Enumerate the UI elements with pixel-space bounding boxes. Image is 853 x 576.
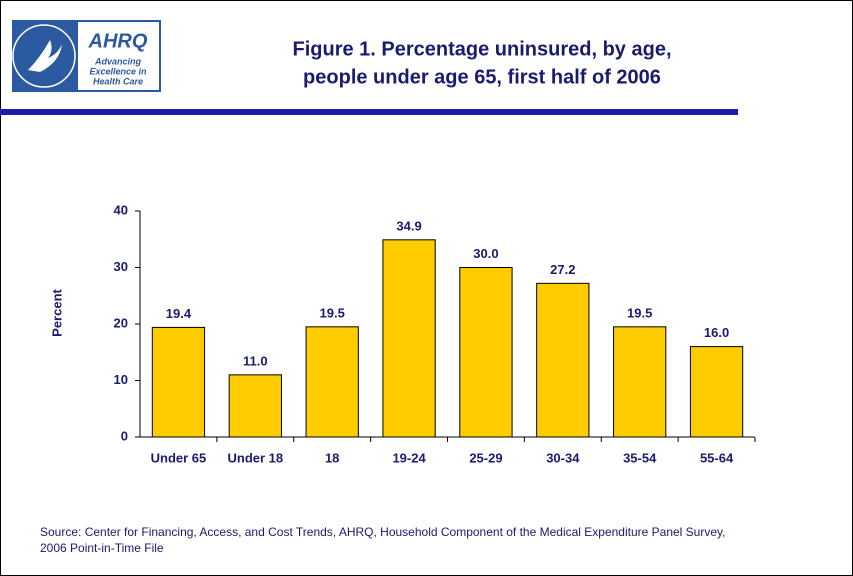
bar [228, 374, 282, 438]
x-tick-label: Under 65 [151, 450, 207, 465]
seal [12, 24, 76, 88]
x-tick-label: 19-24 [392, 450, 426, 465]
logo-tagline: Advancing [94, 56, 142, 66]
data-label: 19.4 [166, 306, 192, 321]
bar [151, 326, 206, 438]
data-label: 34.9 [396, 218, 421, 233]
chart-title: Figure 1. Percentage uninsured, by age, [293, 38, 672, 60]
bar [305, 326, 359, 438]
logo-tagline: Excellence in [89, 66, 147, 76]
bar [613, 326, 667, 438]
x-tick-label: 18 [325, 450, 339, 465]
data-label: 30.0 [473, 246, 498, 261]
source-note: Source: Center for Financing, Access, an… [40, 525, 725, 539]
x-tick-label: 55-64 [700, 450, 734, 465]
bar [459, 267, 513, 438]
data-label: 16.0 [704, 325, 729, 340]
y-tick-label: 0 [121, 428, 128, 443]
x-tick-label: 30-34 [546, 450, 580, 465]
header-rule [0, 109, 738, 115]
logo-name: AHRQ [88, 30, 148, 52]
y-tick-label: 40 [114, 202, 128, 217]
chart-title: people under age 65, first half of 2006 [303, 66, 661, 88]
logo-tagline: Health Care [93, 76, 143, 86]
y-tick-label: 20 [114, 315, 128, 330]
x-tick-label: 35-54 [623, 450, 657, 465]
bar [536, 282, 590, 438]
y-axis-label: Percent [49, 288, 64, 336]
y-tick-label: 10 [114, 372, 128, 387]
logo: AHRQ Advancing Excellence in Health Care [12, 20, 161, 92]
data-label: 11.0 [243, 353, 268, 368]
x-tick-label: Under 18 [227, 450, 283, 465]
data-label: 19.5 [627, 305, 652, 320]
data-label: 27.2 [550, 262, 575, 277]
source-note: 2006 Point-in-Time File [40, 541, 164, 555]
bar [689, 346, 744, 438]
bar [382, 239, 436, 438]
data-label: 19.5 [320, 305, 345, 320]
y-tick-label: 30 [114, 259, 128, 274]
seal-emblem [28, 40, 62, 72]
x-tick-label: 25-29 [469, 450, 502, 465]
ahrq-box [78, 22, 159, 90]
